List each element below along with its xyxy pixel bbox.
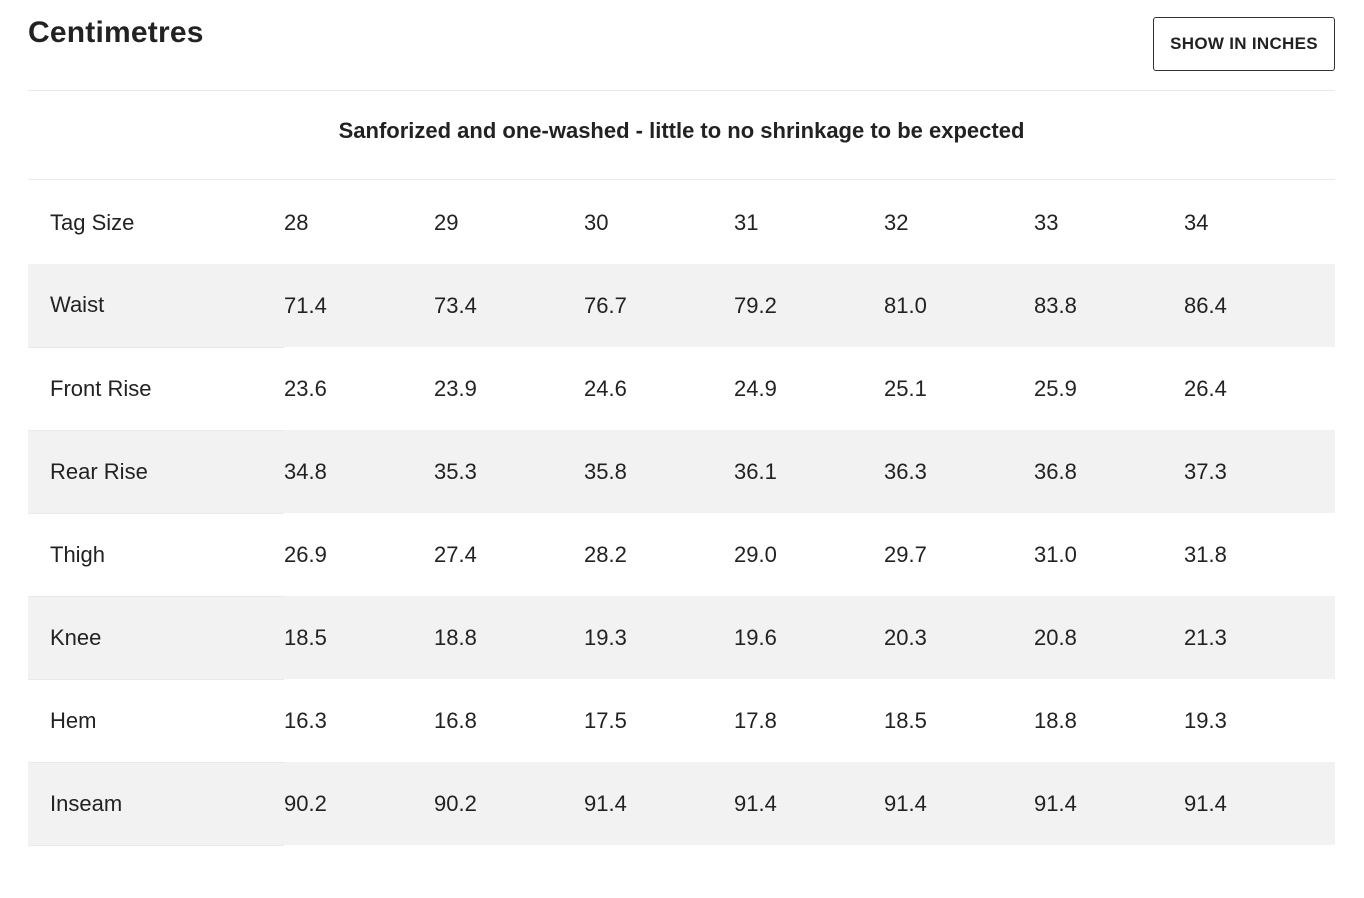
measurement-value: 31.0 [1034,541,1077,567]
measurement-value: 19.3 [584,596,734,679]
size-header-cell: 28 [284,209,309,235]
measurement-value: 25.1 [884,375,927,401]
measurement-value: 35.8 [584,430,734,513]
measurement-value: 29.0 [734,541,777,567]
measurement-value: 35.3 [434,430,584,513]
measurement-label: Rear Rise [28,430,284,514]
measurement-value: 17.5 [584,707,627,733]
measurement-value: 31.8 [1184,541,1227,567]
measurement-label: Waist [28,264,284,348]
measurement-value: 29.7 [884,541,927,567]
measurement-value: 20.8 [1034,596,1184,679]
shrinkage-note: Sanforized and one-washed - little to no… [28,91,1335,180]
size-header-cell: 34 [1184,209,1209,235]
measurement-value: 36.1 [734,430,884,513]
measurement-label: Knee [28,596,284,680]
measurement-value: 73.4 [434,264,584,347]
measurement-value: 81.0 [884,264,1034,347]
measurement-value: 19.6 [734,596,884,679]
measurement-value: 91.4 [1184,762,1335,845]
size-chart-table: Tag Size 28 29 30 31 32 33 34 Waist 71.4… [28,181,1335,846]
measurement-value: 17.8 [734,707,777,733]
measurement-value: 36.8 [1034,430,1184,513]
measurement-value: 71.4 [284,264,434,347]
measurement-value: 37.3 [1184,430,1335,513]
measurement-row-knee: Knee 18.5 18.8 19.3 19.6 20.3 20.8 21.3 [28,596,1335,680]
measurement-row-waist: Waist 71.4 73.4 76.7 79.2 81.0 83.8 86.4 [28,264,1335,348]
measurement-value: 76.7 [584,264,734,347]
measurement-label: Inseam [28,762,284,846]
measurement-value: 18.5 [884,707,927,733]
size-chart-header: Centimetres SHOW IN INCHES [28,0,1335,91]
measurement-row-hem: Hem 16.3 16.8 17.5 17.8 18.5 18.8 19.3 [28,679,1335,763]
unit-title: Centimetres [28,16,204,49]
size-header-cell: 32 [884,209,909,235]
measurement-value: 25.9 [1034,375,1077,401]
measurement-label: Front Rise [28,347,284,431]
measurement-value: 91.4 [584,762,734,845]
size-header-cell: 30 [584,209,609,235]
measurement-value: 91.4 [884,762,1034,845]
measurement-row-rear-rise: Rear Rise 34.8 35.3 35.8 36.1 36.3 36.8 … [28,430,1335,514]
measurement-value: 21.3 [1184,596,1335,679]
measurement-value: 90.2 [284,762,434,845]
measurement-value: 16.3 [284,707,327,733]
measurement-value: 91.4 [1034,762,1184,845]
measurement-value: 18.8 [1034,707,1077,733]
measurement-value: 19.3 [1184,707,1227,733]
measurement-value: 36.3 [884,430,1034,513]
measurement-value: 26.9 [284,541,327,567]
measurement-value: 79.2 [734,264,884,347]
measurement-value: 16.8 [434,707,477,733]
measurement-label: Hem [28,679,284,763]
measurement-value: 23.9 [434,375,477,401]
measurement-value: 34.8 [284,430,434,513]
measurement-label: Thigh [28,513,284,597]
measurement-value: 86.4 [1184,264,1335,347]
measurement-value: 91.4 [734,762,884,845]
measurement-value: 24.6 [584,375,627,401]
measurement-row-thigh: Thigh 26.9 27.4 28.2 29.0 29.7 31.0 31.8 [28,513,1335,597]
measurement-row-inseam: Inseam 90.2 90.2 91.4 91.4 91.4 91.4 91.… [28,762,1335,846]
tag-size-label: Tag Size [50,209,135,235]
show-in-inches-button[interactable]: SHOW IN INCHES [1153,17,1335,71]
measurement-value: 18.8 [434,596,584,679]
measurement-value: 26.4 [1184,375,1227,401]
measurement-value: 24.9 [734,375,777,401]
measurement-value: 18.5 [284,596,434,679]
measurement-value: 28.2 [584,541,627,567]
size-header-cell: 29 [434,209,459,235]
size-header-cell: 31 [734,209,759,235]
measurement-value: 83.8 [1034,264,1184,347]
measurement-value: 27.4 [434,541,477,567]
measurement-value: 23.6 [284,375,327,401]
measurement-value: 90.2 [434,762,584,845]
size-header-cell: 33 [1034,209,1059,235]
measurement-row-front-rise: Front Rise 23.6 23.9 24.6 24.9 25.1 25.9… [28,347,1335,431]
tag-size-row: Tag Size 28 29 30 31 32 33 34 [28,181,1335,264]
measurement-value: 20.3 [884,596,1034,679]
